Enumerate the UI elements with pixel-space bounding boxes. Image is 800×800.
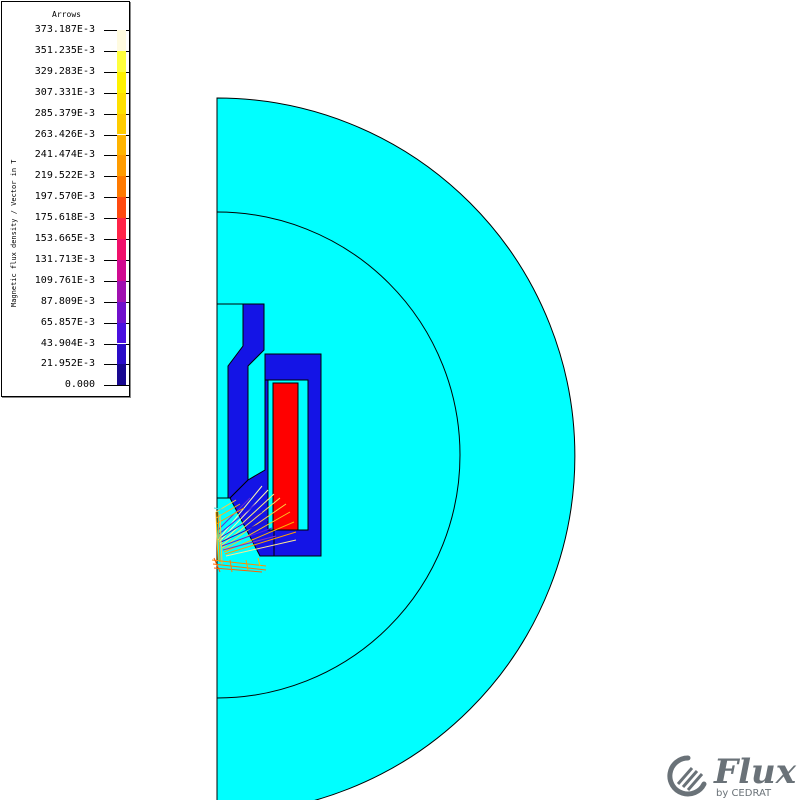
legend-color-swatch [117,71,126,93]
flux-logo-word: Flux [714,752,797,792]
legend-tick-label: 241.474E-3 [34,149,95,161]
legend-tick-label: 285.379E-3 [34,107,95,119]
flux-arrows [211,485,297,573]
coil [272,382,299,531]
legend-color-swatch [117,343,126,365]
legend-color-swatch [117,322,126,344]
legend-tick-label: 21.952E-3 [40,358,95,370]
legend-tick-label: 0.000 [64,379,95,391]
flux-logo-subtitle: by CEDRAT [716,788,772,799]
legend-tick-label: 197.570E-3 [34,191,95,203]
legend-tick-label: 263.426E-3 [34,128,95,140]
legend-color-swatch [117,113,126,135]
legend-color-swatch [117,30,126,51]
legend-tick-label: 131.713E-3 [34,253,95,265]
legend-axis-label: Magnetic flux density / Vector in T [10,159,18,307]
legend-color-swatch [117,155,126,177]
legend-color-swatch [117,280,126,302]
legend-tick-label: 109.761E-3 [34,274,95,286]
inner-air-boundary [216,211,461,699]
legend-tick-label: 307.331E-3 [34,86,95,98]
legend-tick-label: 329.283E-3 [34,65,95,77]
legend-tick-label: 175.618E-3 [34,212,95,224]
legend-tick-label: 43.904E-3 [40,337,95,349]
legend-color-swatch [117,218,126,239]
legend-color-swatch [117,92,126,114]
color-legend: Arrows Magnetic flux density / Vector in… [1,1,130,397]
legend-title: Arrows [52,10,81,19]
legend-color-swatch [117,176,126,198]
legend-tick-label: 153.665E-3 [34,233,95,244]
legend-color-swatch [117,259,126,281]
legend-color-swatch [117,364,126,386]
legend-color-swatch [117,134,126,156]
plunger-notch [216,303,244,499]
legend-tick-label: 219.522E-3 [34,170,95,182]
legend-color-swatch [117,50,126,72]
legend-color-swatch [117,239,126,260]
outer-air-region [216,97,576,800]
legend-tick-label: 87.809E-3 [40,295,95,307]
flux-logo: Flux by CEDRAT [666,752,800,800]
legend-tick-label: 351.235E-3 [34,44,95,56]
legend-tick-label: 373.187E-3 [34,24,95,35]
legend-color-swatch [117,301,126,323]
legend-tick-label: 65.857E-3 [40,316,95,328]
legend-color-swatch [117,197,126,219]
legend-tick-line [104,385,130,387]
flux-logo-mark-icon [667,755,707,797]
